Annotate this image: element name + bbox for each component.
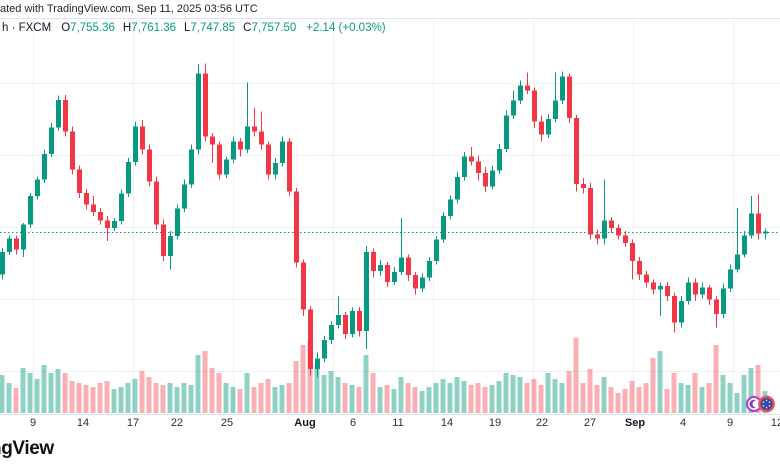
- high-label: H: [122, 22, 132, 34]
- x-axis-label[interactable]: 9: [726, 417, 734, 429]
- change-value: +2.14 (+0.03%): [306, 22, 386, 34]
- x-axis-label[interactable]: 22: [535, 417, 549, 429]
- open-label: O: [61, 22, 71, 34]
- ohlc-legend: h · FXCM O7,755.36 H7,761.36 L7,747.85 C7,75…: [2, 21, 386, 35]
- x-axis-label[interactable]: 9: [29, 417, 37, 429]
- close-label: C: [243, 22, 252, 34]
- close-value: 7,757.50: [251, 22, 297, 34]
- x-axis-label[interactable]: 6: [349, 417, 357, 429]
- attribution-text: ated with TradingView.com, Sep 11, 2025 …: [0, 3, 258, 15]
- attribution-bar: ated with TradingView.com, Sep 11, 2025 …: [0, 0, 780, 19]
- tradingview-logo[interactable]: ngView: [0, 438, 54, 459]
- x-axis-label[interactable]: Aug: [294, 417, 316, 429]
- high-value: 7,761.36: [131, 22, 176, 34]
- open-value: 7,755.36: [70, 22, 115, 34]
- x-axis-label[interactable]: 11: [392, 417, 404, 429]
- x-axis-label[interactable]: 4: [679, 417, 687, 429]
- x-axis-label[interactable]: 22: [170, 417, 184, 429]
- x-axis-label[interactable]: 17: [126, 417, 140, 429]
- x-axis-label[interactable]: 14: [440, 417, 454, 429]
- x-axis-label[interactable]: Sep: [624, 417, 646, 429]
- x-axis-label[interactable]: 12: [770, 417, 780, 429]
- x-axis-label[interactable]: 25: [220, 417, 234, 429]
- x-axis-label[interactable]: 27: [583, 417, 597, 429]
- symbol-title[interactable]: h · FXCM: [2, 22, 52, 34]
- symbol-logo-icons: [745, 395, 775, 413]
- low-label: L: [184, 22, 191, 34]
- x-axis-label[interactable]: 14: [76, 417, 90, 429]
- purple-logo-icon: [745, 395, 763, 413]
- low-value: 7,747.85: [190, 22, 236, 34]
- eu-flag-icon: [758, 395, 775, 413]
- time-axis[interactable]: 9 14 17 22 25 Aug 6 11 14 19 22 27 Sep 4 9 12: [0, 417, 780, 431]
- x-axis-label[interactable]: 19: [488, 417, 502, 429]
